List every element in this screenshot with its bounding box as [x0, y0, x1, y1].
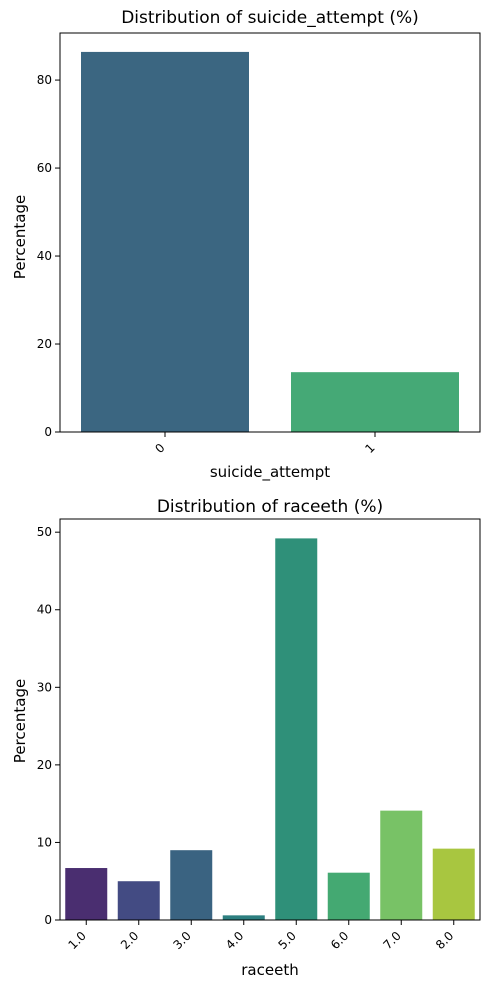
x-tick-label: 7.0: [380, 929, 403, 952]
x-axis-label: suicide_attempt: [210, 463, 330, 482]
y-tick-label: 10: [37, 835, 52, 849]
bar-7-0: [380, 810, 423, 920]
x-tick-label: 1: [362, 441, 377, 456]
y-ticks: 0 20 40 60 80: [37, 73, 60, 439]
chart-title: Distribution of raceeth (%): [157, 497, 383, 517]
bar-3-0: [170, 850, 213, 920]
bar-6-0: [327, 872, 370, 920]
y-tick-label: 40: [37, 249, 52, 263]
bars: [65, 538, 475, 920]
y-ticks: 0 10 20 30 40 50: [37, 525, 60, 927]
y-tick-label: 40: [37, 603, 52, 617]
y-tick-label: 0: [44, 913, 52, 927]
x-tick-label: 1.0: [65, 929, 88, 952]
y-tick-label: 80: [37, 73, 52, 87]
x-tick-label: 3.0: [170, 929, 193, 952]
plot-frame: [59, 32, 481, 433]
y-tick-label: 0: [44, 425, 52, 439]
y-axis-label: Percentage: [11, 195, 29, 279]
x-ticks: 1.0 2.0 3.0 4.0 5.0 6.0 7.0 8.0: [65, 920, 456, 952]
x-tick-label: 4.0: [223, 929, 246, 952]
x-tick-label: 5.0: [275, 929, 298, 952]
chart-raceeth: Distribution of raceeth (%) raceeth Perc…: [11, 497, 481, 979]
bar-5-0: [275, 538, 318, 920]
y-axis-label: Percentage: [11, 679, 29, 763]
bar-2-0: [117, 881, 160, 920]
bars: [81, 51, 459, 433]
y-tick-label: 60: [37, 161, 52, 175]
x-tick-label: 6.0: [328, 929, 351, 952]
x-tick-label: 8.0: [433, 929, 456, 952]
chart-suicide-attempt: Distribution of suicide_attempt (%) suic…: [11, 8, 481, 482]
y-tick-label: 50: [37, 525, 52, 539]
y-tick-label: 30: [37, 680, 52, 694]
x-tick-label: 2.0: [118, 929, 141, 952]
chart-title: Distribution of suicide_attempt (%): [121, 8, 419, 28]
plot-frame: [59, 518, 481, 921]
y-tick-label: 20: [37, 758, 52, 772]
bar-8-0: [432, 848, 475, 920]
bar-1: [291, 372, 459, 432]
x-axis-label: raceeth: [241, 961, 298, 979]
bar-4-0: [222, 915, 265, 920]
x-tick-label: 0: [152, 441, 167, 456]
bar-1-0: [65, 868, 108, 920]
bar-0: [81, 51, 249, 433]
y-tick-label: 20: [37, 337, 52, 351]
